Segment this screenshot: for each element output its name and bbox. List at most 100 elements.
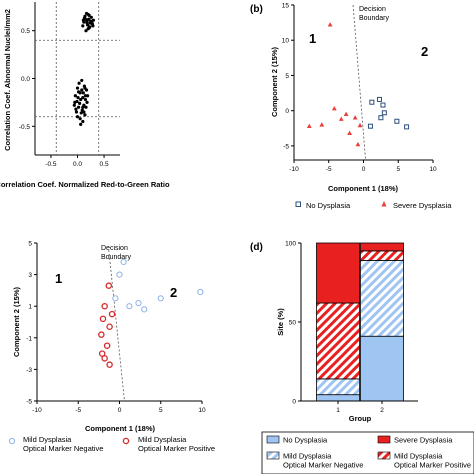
y-tick-label: 5 <box>28 241 32 248</box>
data-point <box>74 110 79 114</box>
severe-dysplasia-point <box>338 116 344 121</box>
panel-a: -0.5 0.0 0.5 -0.5 0.0 0.5 Correlation Coef. No… <box>0 2 170 189</box>
marker-positive-point <box>101 355 108 362</box>
bar-segment-4 <box>360 242 404 252</box>
data-point <box>76 90 81 94</box>
no-dysplasia-point <box>404 124 410 130</box>
y-tick-label: -1 <box>26 335 32 342</box>
decision-boundary-label: Decision Boundary <box>101 245 131 261</box>
legend-swatch <box>266 451 280 460</box>
data-point <box>91 24 95 28</box>
data-point <box>83 113 87 117</box>
data-point <box>83 14 87 18</box>
y-tick-label: 15 <box>282 3 290 10</box>
data-point <box>85 23 90 27</box>
y-tick-label: 0.0 <box>21 76 30 83</box>
marker-negative-point <box>126 303 133 310</box>
data-point <box>84 29 88 33</box>
data-point <box>72 103 76 107</box>
no-dysplasia-point <box>367 123 373 129</box>
legend-swatch <box>266 435 280 444</box>
y-tick-label: 1 <box>28 304 32 311</box>
marker-negative-point <box>197 288 204 296</box>
legend-label: Severe Dysplasia <box>394 436 453 445</box>
legend-label: Mild Dysplasia Optical Marker Positive <box>394 452 471 470</box>
marker-positive-point <box>103 342 111 349</box>
data-point <box>79 97 83 102</box>
marker-positive-point <box>98 331 105 338</box>
data-point <box>74 107 78 111</box>
data-point <box>83 97 88 102</box>
data-point <box>73 94 77 98</box>
no-dysplasia-point <box>376 96 382 102</box>
legend-label-severe-dysplasia: Severe Dysplasia <box>393 201 452 210</box>
legend-label-positive: Mild Dysplasia Optical Marker Positive <box>138 435 215 453</box>
x-tick-label: 1 <box>336 407 340 414</box>
legend-label-negative: Mild Dysplasia Optical Marker Negative <box>23 435 103 453</box>
y-tick-label: 0 <box>292 399 296 406</box>
x-tick-label: -10 <box>289 166 299 173</box>
data-point <box>80 78 84 83</box>
severe-dysplasia-point <box>327 22 333 27</box>
x-axis-label: Component 1 (18%) <box>328 184 399 193</box>
data-point <box>81 96 85 100</box>
panel-label: (b) <box>250 4 263 15</box>
data-point <box>79 111 83 115</box>
decision-boundary-line <box>352 4 366 161</box>
marker-positive-point <box>108 310 116 318</box>
marker-negative-point <box>141 306 148 313</box>
x-tick-label: -5 <box>75 407 81 414</box>
bar-segment-3 <box>360 250 404 261</box>
bar-segment-2 <box>360 259 404 337</box>
y-tick-label: 50 <box>289 320 297 327</box>
no-dysplasia-point <box>394 118 400 124</box>
legend-swatch <box>377 435 391 444</box>
x-tick-label: 10 <box>429 166 437 173</box>
x-tick-label: -10 <box>32 407 42 414</box>
severe-dysplasia-point <box>319 122 325 127</box>
y-tick-label: -3 <box>26 367 32 374</box>
y-tick-label: 0.5 <box>21 28 30 35</box>
data-point <box>82 110 86 114</box>
data-point <box>81 105 85 109</box>
x-axis-label: Group <box>349 414 372 423</box>
legend-marker-positive <box>122 437 130 445</box>
data-point <box>89 15 93 19</box>
legend-label: No Dysplasia <box>283 436 328 445</box>
panel-label: (d) <box>250 242 263 253</box>
legend-marker-no-dysplasia <box>295 201 301 207</box>
marker-positive-point <box>99 315 107 323</box>
no-dysplasia-point <box>380 102 386 108</box>
data-point <box>81 24 85 28</box>
y-axis-label: Component 2 (15%) <box>12 287 21 358</box>
data-point <box>81 119 85 124</box>
y-axis-label: Site (%) <box>276 308 285 336</box>
data-point <box>76 105 81 109</box>
severe-dysplasia-point <box>343 111 349 117</box>
x-tick-label: 0 <box>118 407 122 414</box>
y-tick-label: -5 <box>26 399 32 406</box>
legend-label: Mild Dysplasia Optical Marker Negative <box>283 452 363 470</box>
data-point <box>81 91 85 95</box>
severe-dysplasia-point <box>355 141 361 147</box>
y-axis-label: Correlation Coef. Abnormal Nuclei/mm2 <box>3 9 12 151</box>
severe-dysplasia-point <box>347 130 352 136</box>
region-label-1: 1 <box>309 31 316 46</box>
data-point <box>84 105 88 109</box>
x-tick-label: 0.5 <box>100 161 109 168</box>
data-point <box>86 12 90 17</box>
no-dysplasia-point <box>381 110 387 116</box>
panel-d: (d) 1 2 0 50 100 Group Site (%) No Dysplasia Seve… <box>250 241 474 474</box>
data-point <box>80 88 84 92</box>
x-tick-label: -5 <box>326 166 332 173</box>
severe-dysplasia-point <box>306 123 312 128</box>
data-point <box>79 122 83 126</box>
y-tick-label: 0 <box>285 108 289 115</box>
x-tick-label: 0.0 <box>73 161 82 168</box>
legend: No Dysplasia Severe Dysplasia Mild Dysplas… <box>261 431 474 474</box>
marker-positive-point <box>101 302 108 310</box>
data-point <box>75 115 80 119</box>
no-dysplasia-point <box>378 115 384 121</box>
data-point <box>87 26 91 30</box>
